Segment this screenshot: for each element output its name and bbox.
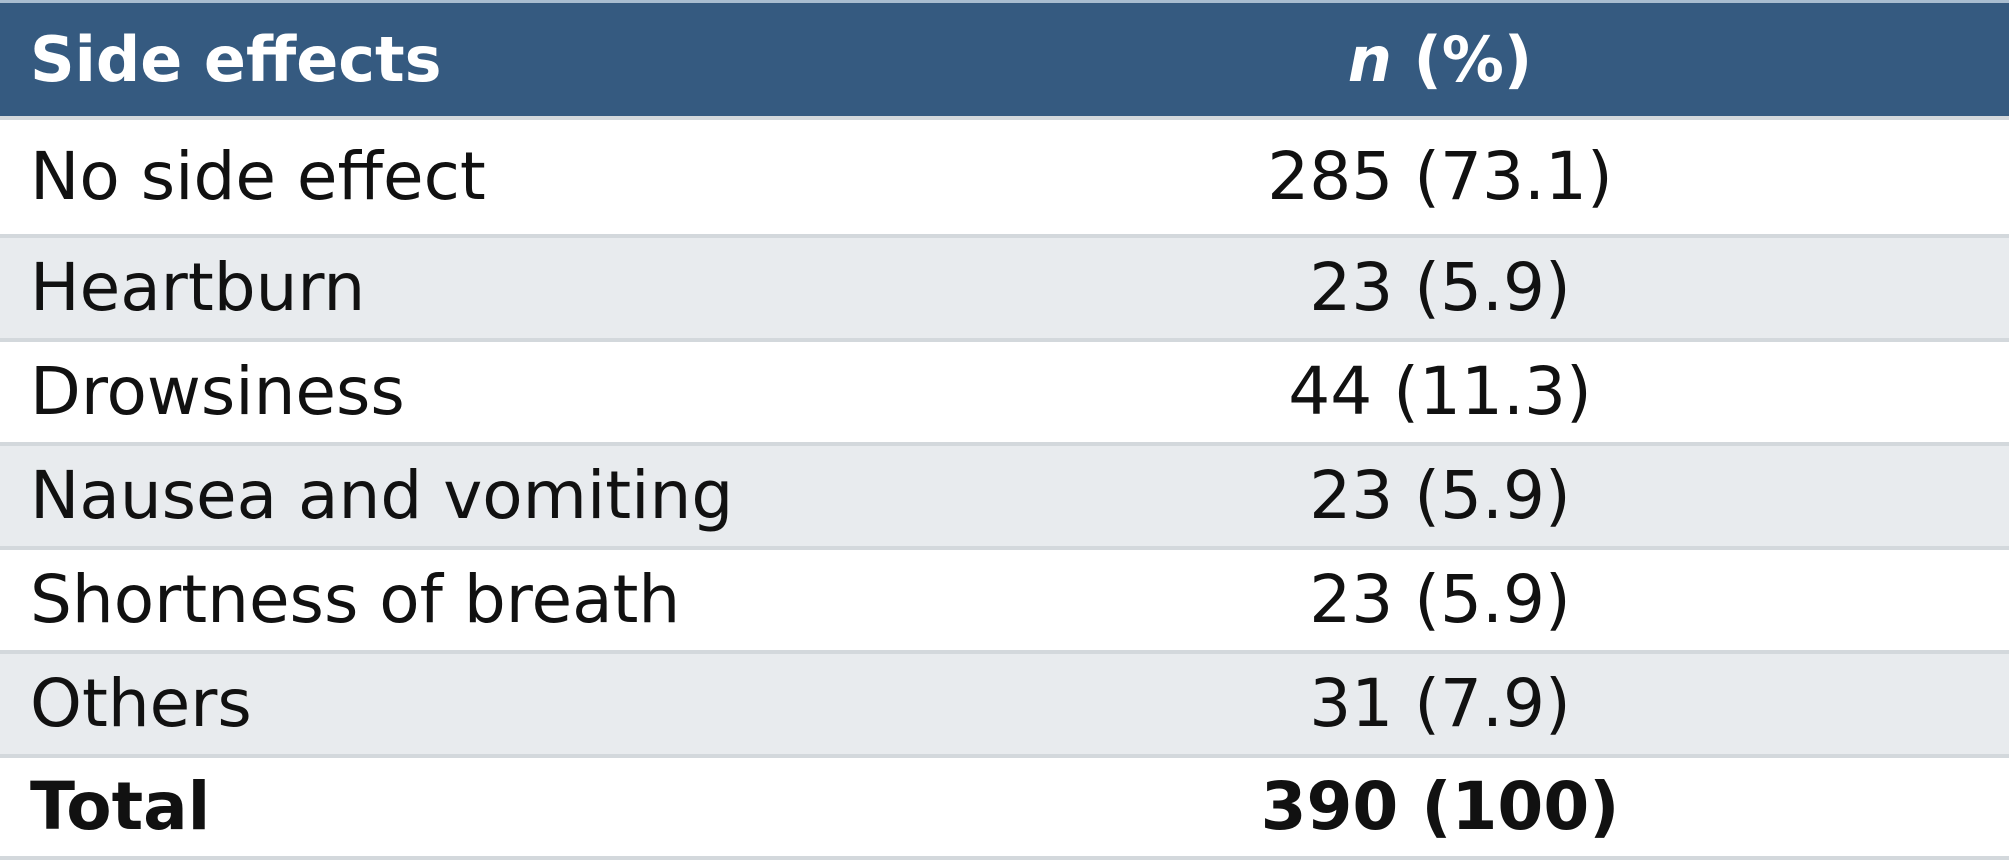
total-row: Total 390 (100) — [0, 754, 2009, 856]
table-row: No side effect 285 (73.1) — [0, 116, 2009, 234]
row-label: Nausea and vomiting — [30, 457, 734, 534]
percent-label: (%) — [1391, 22, 1533, 96]
row-label: Shortness of breath — [30, 561, 681, 638]
row-label: Heartburn — [30, 249, 366, 326]
table-row: Shortness of breath 23 (5.9) — [0, 546, 2009, 650]
total-value: 390 (100) — [1260, 768, 1620, 845]
row-value: 285 (73.1) — [1267, 138, 1613, 215]
row-value: 23 (5.9) — [1309, 249, 1571, 326]
total-label: Total — [30, 768, 211, 845]
row-label: No side effect — [30, 138, 486, 215]
table-row: Others 31 (7.9) — [0, 650, 2009, 754]
row-label: Others — [30, 665, 252, 742]
row-value: 23 (5.9) — [1309, 457, 1571, 534]
row-value: 31 (7.9) — [1309, 665, 1571, 742]
column-header-side-effects: Side effects — [30, 22, 442, 96]
bottom-rule — [0, 856, 2009, 860]
row-label: Drowsiness — [30, 353, 405, 430]
column-header-n-percent: n (%) — [1160, 28, 1720, 91]
table-row: Drowsiness 44 (11.3) — [0, 338, 2009, 442]
table-row: Heartburn 23 (5.9) — [0, 234, 2009, 338]
row-value: 23 (5.9) — [1309, 561, 1571, 638]
table-row: Nausea and vomiting 23 (5.9) — [0, 442, 2009, 546]
n-symbol: n — [1347, 22, 1392, 96]
table-header: Side effects n (%) — [0, 0, 2009, 116]
row-value: 44 (11.3) — [1288, 353, 1592, 430]
